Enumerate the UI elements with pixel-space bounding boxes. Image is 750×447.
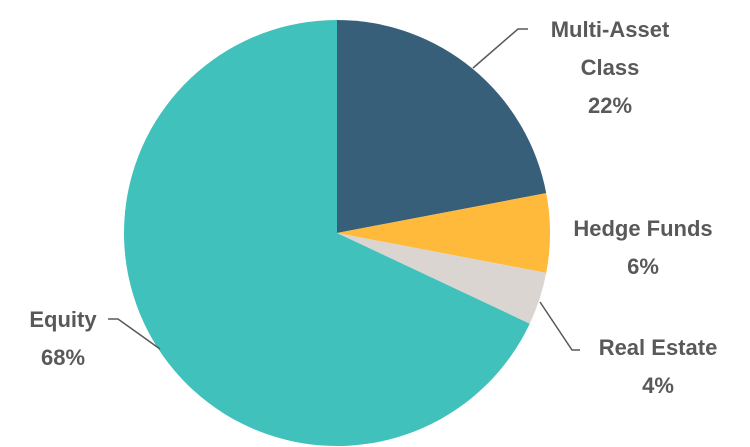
slice-value-equity: 68% [41,345,85,370]
slice-label-multi-asset-class: Multi-Asset Class 22% [551,17,670,118]
slice-labels: Multi-Asset Class 22% Hedge Funds 6% Real Est… [29,17,717,398]
slice-name-multi-asset-class: Multi-Asset [551,17,670,42]
slice-name-real-estate: Real Estate [599,335,718,360]
slice-value-real-estate: 4% [642,373,674,398]
slice-label-hedge-funds: Hedge Funds 6% [573,216,712,279]
pie-slice-hedge-funds [337,193,551,273]
slice-name-equity: Equity [29,307,97,332]
leader-lines [108,28,580,351]
pie-slice-real-estate [337,233,547,324]
slice-label-equity: Equity 68% [29,307,97,370]
leader-line-multi-asset-class [472,28,528,69]
slice-name-hedge-funds: Hedge Funds [573,216,712,241]
pie-slice-equity [124,20,530,446]
leader-line-equity [108,318,161,350]
slice-value-multi-asset-class: 22% [588,93,632,118]
slice-name-multi-asset-class: Class [581,55,640,80]
leader-line-real-estate [539,301,580,351]
slice-label-real-estate: Real Estate 4% [599,335,718,398]
pie-slice-multi-asset-class [337,20,547,233]
pie-slices [124,20,551,446]
slice-value-hedge-funds: 6% [627,254,659,279]
